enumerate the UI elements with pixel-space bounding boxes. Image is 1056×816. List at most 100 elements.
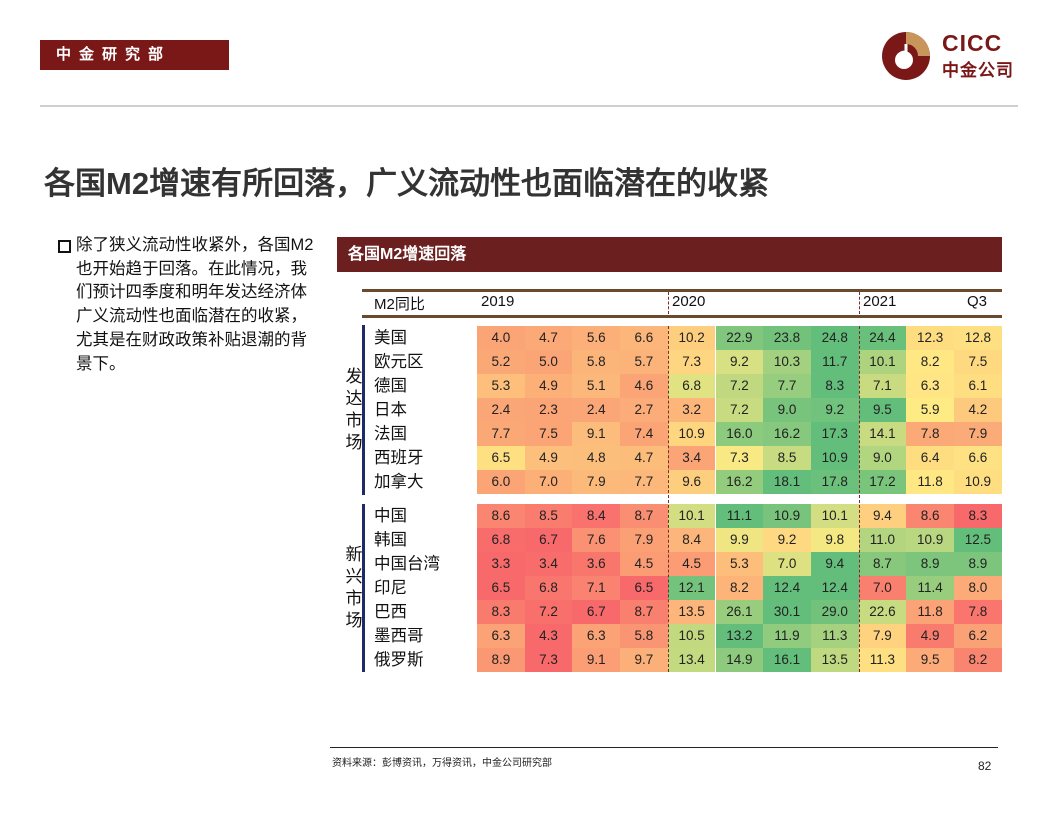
heatmap-cell: 14.9	[715, 648, 764, 672]
heatmap-cell: 13.5	[667, 600, 716, 624]
group-label-developed: 发达市场	[345, 367, 363, 452]
heatmap-cell: 7.2	[715, 398, 764, 422]
heatmap-cell: 9.5	[906, 648, 954, 672]
heatmap-cell: 7.9	[572, 470, 621, 494]
heatmap-cell: 11.0	[858, 528, 907, 552]
row-label: 德国	[374, 377, 407, 395]
heatmap-cell: 5.0	[524, 350, 573, 374]
heatmap-cell: 5.6	[572, 326, 621, 350]
heatmap-cell: 8.7	[620, 600, 668, 624]
heatmap-cell: 13.5	[810, 648, 859, 672]
heatmap-cell: 11.3	[810, 624, 859, 648]
heatmap-cell: 7.4	[620, 422, 668, 446]
heatmap-cell: 7.6	[572, 528, 621, 552]
cicc-logo-icon	[882, 32, 930, 80]
heatmap-cell: 9.0	[858, 446, 907, 470]
column-header-2021: 2021	[863, 293, 897, 310]
heatmap-cell: 6.5	[477, 446, 525, 470]
heatmap-cell: 6.3	[477, 624, 525, 648]
heatmap-cell: 9.8	[810, 528, 859, 552]
heatmap-cell: 17.8	[810, 470, 859, 494]
heatmap-cell: 9.7	[620, 648, 668, 672]
heatmap-cell: 2.3	[524, 398, 573, 422]
heatmap-cell: 7.7	[763, 374, 811, 398]
heatmap-cell: 30.1	[763, 600, 811, 624]
heatmap-cell: 5.3	[715, 552, 764, 576]
heatmap-cell: 6.0	[477, 470, 525, 494]
panel-title: 各国M2增速回落	[337, 237, 1002, 272]
heatmap-cell: 3.4	[524, 552, 573, 576]
year-divider	[859, 292, 860, 314]
heatmap-cell: 8.3	[477, 600, 525, 624]
column-header-2019: 2019	[481, 293, 515, 310]
page-title: 各国M2增速有所回落，广义流动性也面临潜在的收紧	[44, 166, 770, 201]
heatmap-cell: 11.4	[906, 576, 954, 600]
heatmap-cell: 3.2	[667, 398, 716, 422]
heatmap-cell: 7.2	[524, 600, 573, 624]
heatmap-cell: 8.9	[954, 552, 1002, 576]
heatmap-cell: 8.0	[954, 576, 1002, 600]
heatmap-cell: 4.5	[667, 552, 716, 576]
heatmap-cell: 16.2	[763, 422, 811, 446]
heatmap-cell: 7.8	[954, 600, 1002, 624]
department-label: 中金研究部	[40, 40, 229, 70]
heatmap-cell: 5.1	[572, 374, 621, 398]
heatmap-cell: 9.2	[715, 350, 764, 374]
heatmap-cell: 12.4	[810, 576, 859, 600]
heatmap-cell: 11.3	[858, 648, 907, 672]
group-label-emerging: 新兴市场	[345, 545, 363, 630]
heatmap-cell: 22.9	[715, 326, 764, 350]
heatmap-cell: 6.6	[620, 326, 668, 350]
heatmap-cell: 7.7	[620, 470, 668, 494]
heatmap-cell: 23.8	[763, 326, 811, 350]
heatmap-cell: 6.6	[954, 446, 1002, 470]
row-label: 加拿大	[374, 473, 424, 491]
row-label: 西班牙	[374, 449, 424, 467]
heatmap-cell: 7.7	[477, 422, 525, 446]
heatmap-cell: 7.5	[954, 350, 1002, 374]
heatmap-cell: 16.1	[763, 648, 811, 672]
heatmap-cell: 5.3	[477, 374, 525, 398]
heatmap-cell: 8.2	[715, 576, 764, 600]
heatmap-cell: 9.4	[810, 552, 859, 576]
header-rule-top	[362, 289, 1002, 292]
header-rule-bottom	[362, 315, 1002, 318]
heatmap-cell: 4.9	[906, 624, 954, 648]
heatmap-cell: 2.7	[620, 398, 668, 422]
heatmap-cell: 5.8	[572, 350, 621, 374]
heatmap-cell: 6.8	[477, 528, 525, 552]
heatmap-cell: 16.2	[715, 470, 764, 494]
heatmap-cell: 5.8	[620, 624, 668, 648]
heatmap-cell: 7.1	[858, 374, 907, 398]
footer-divider	[330, 747, 998, 748]
heatmap-cell: 14.1	[858, 422, 907, 446]
heatmap-cell: 9.2	[810, 398, 859, 422]
heatmap-cell: 10.9	[810, 446, 859, 470]
heatmap-cell: 11.8	[906, 600, 954, 624]
heatmap-cell: 4.2	[954, 398, 1002, 422]
heatmap-cell: 17.2	[858, 470, 907, 494]
heatmap-cell: 4.0	[477, 326, 525, 350]
heatmap-cell: 7.3	[524, 648, 573, 672]
year-divider	[668, 326, 669, 672]
header-divider	[40, 105, 1018, 107]
heatmap-cell: 9.2	[763, 528, 811, 552]
heatmap-cell: 17.3	[810, 422, 859, 446]
heatmap-cell: 10.1	[810, 504, 859, 528]
heatmap-cell: 9.4	[858, 504, 907, 528]
heatmap-cell: 7.9	[620, 528, 668, 552]
heatmap-cell: 11.7	[810, 350, 859, 374]
heatmap-cell: 5.9	[906, 398, 954, 422]
heatmap-cell: 7.1	[572, 576, 621, 600]
heatmap-cell: 9.9	[715, 528, 764, 552]
heatmap-cell: 10.9	[954, 470, 1002, 494]
heatmap-cell: 16.0	[715, 422, 764, 446]
heatmap-cell: 10.3	[763, 350, 811, 374]
row-label: 韩国	[374, 531, 407, 549]
heatmap-cell: 3.6	[572, 552, 621, 576]
heatmap-cell: 8.9	[477, 648, 525, 672]
heatmap-cell: 12.3	[906, 326, 954, 350]
year-divider	[668, 292, 669, 314]
heatmap-cell: 8.5	[763, 446, 811, 470]
